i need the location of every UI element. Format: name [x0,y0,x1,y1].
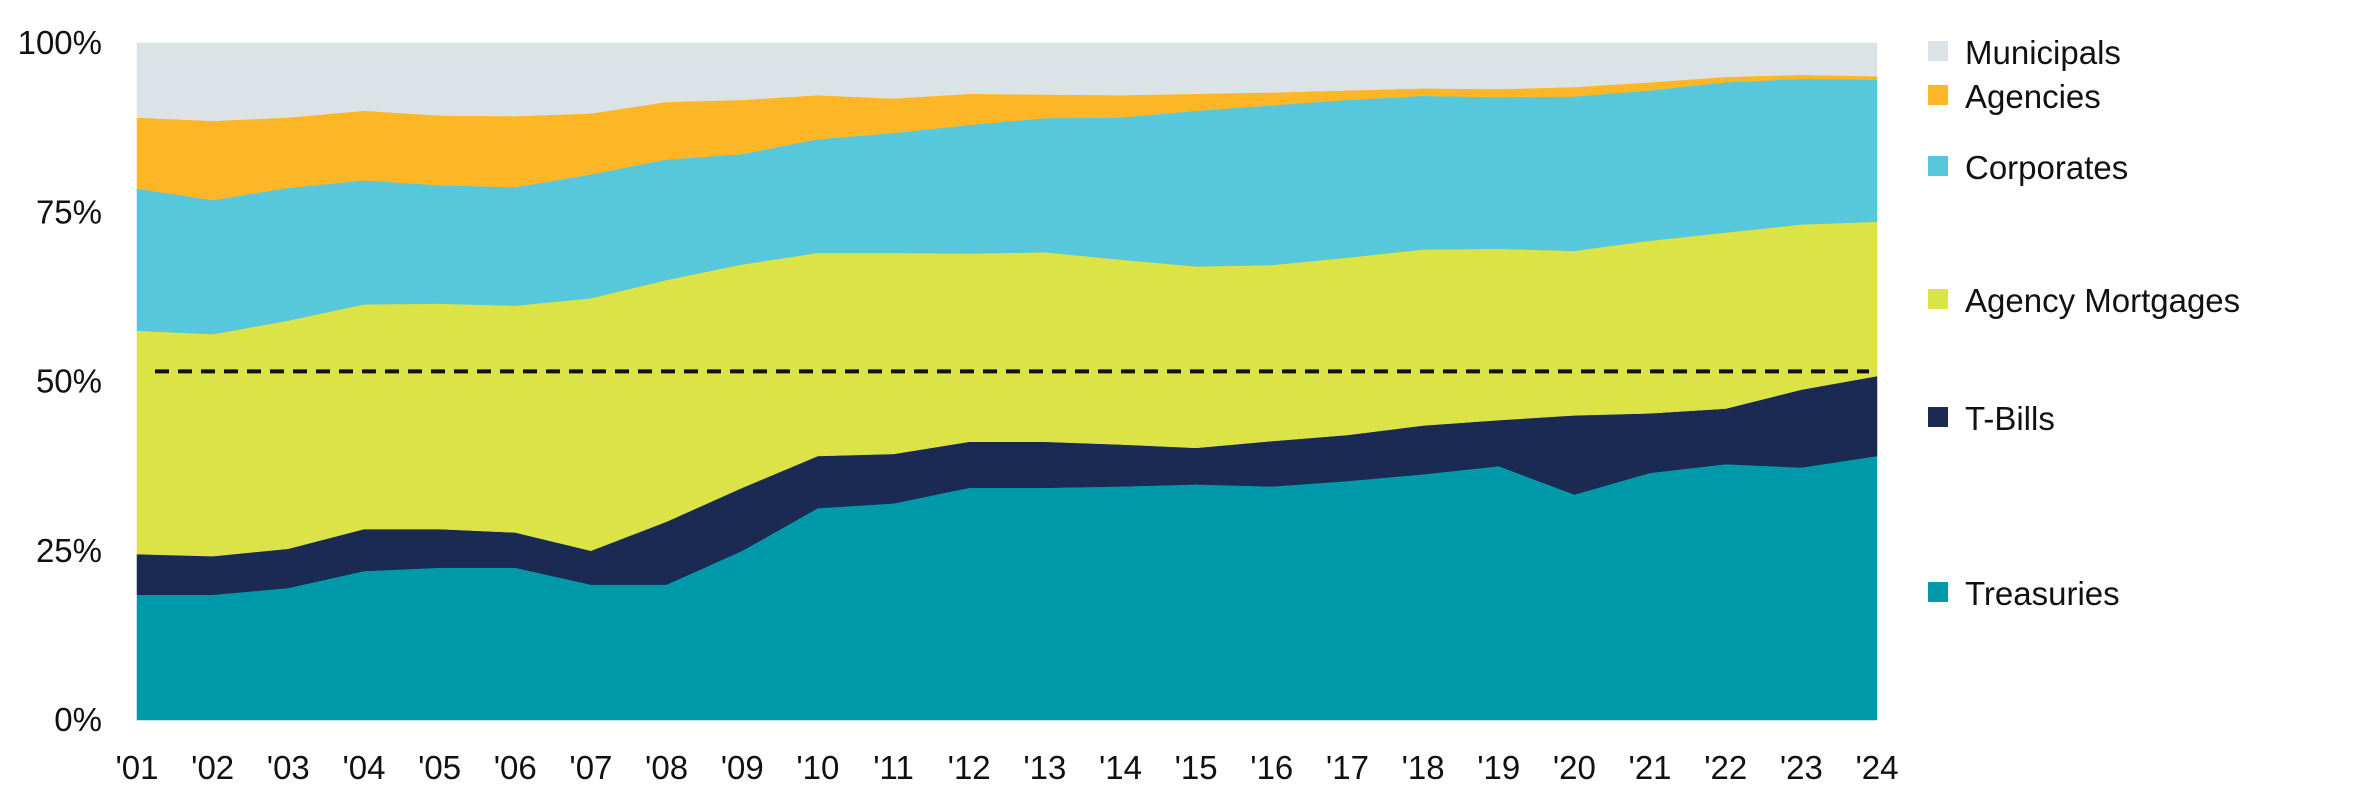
x-tick-label: '04 [342,749,385,786]
legend-item-corporates: Corporates [1928,149,2128,186]
area-municipals [136,42,1878,122]
x-axis-ticks: '01 '02 '03 '04 '05 '06 '07 '08 '09 '10 '11 '12 '13 '… [115,749,1898,786]
legend-swatch [1928,85,1948,105]
legend-label: Corporates [1965,149,2128,186]
legend-item-agencies: Agencies [1928,78,2101,115]
x-tick-label: '20 [1553,749,1596,786]
area-series-group [136,42,1878,721]
x-tick-label: '12 [948,749,991,786]
x-tick-label: '23 [1780,749,1823,786]
legend-label: Agencies [1965,78,2101,115]
x-tick-label: '14 [1099,749,1142,786]
legend-label: Agency Mortgages [1965,282,2240,319]
x-tick-label: '13 [1023,749,1066,786]
legend-label: T-Bills [1965,400,2055,437]
x-tick-label: '05 [418,749,461,786]
x-tick-label: '19 [1477,749,1520,786]
legend: Municipals Agencies Corporates Agency Mortg… [1928,34,2240,612]
x-tick-label: '16 [1250,749,1293,786]
legend-item-municipals: Municipals [1928,34,2121,71]
x-tick-label: '09 [721,749,764,786]
x-tick-label: '22 [1704,749,1747,786]
x-tick-label: '18 [1402,749,1445,786]
x-tick-label: '24 [1855,749,1898,786]
x-tick-label: '15 [1175,749,1218,786]
x-tick-label: '03 [267,749,310,786]
legend-swatch [1928,156,1948,176]
y-tick-label: 100% [18,24,102,61]
x-tick-label: '21 [1629,749,1672,786]
y-axis-ticks: 0% 25% 50% 75% 100% [18,24,102,738]
y-tick-label: 0% [54,701,102,738]
y-tick-label: 75% [36,193,102,230]
x-tick-label: '10 [796,749,839,786]
legend-swatch [1928,289,1948,309]
legend-swatch [1928,582,1948,602]
x-tick-label: '02 [191,749,234,786]
x-tick-label: '01 [115,749,158,786]
legend-item-treasuries: Treasuries [1928,575,2120,612]
legend-swatch [1928,407,1948,427]
x-tick-label: '07 [569,749,612,786]
x-tick-label: '06 [494,749,537,786]
y-tick-label: 50% [36,363,102,400]
x-tick-label: '11 [873,749,914,786]
x-tick-label: '17 [1326,749,1369,786]
legend-label: Municipals [1965,34,2121,71]
legend-item-t-bills: T-Bills [1928,400,2055,437]
legend-swatch [1928,41,1948,61]
y-tick-label: 25% [36,532,102,569]
legend-item-agency-mortgages: Agency Mortgages [1928,282,2240,319]
x-tick-label: '08 [645,749,688,786]
legend-label: Treasuries [1965,575,2120,612]
